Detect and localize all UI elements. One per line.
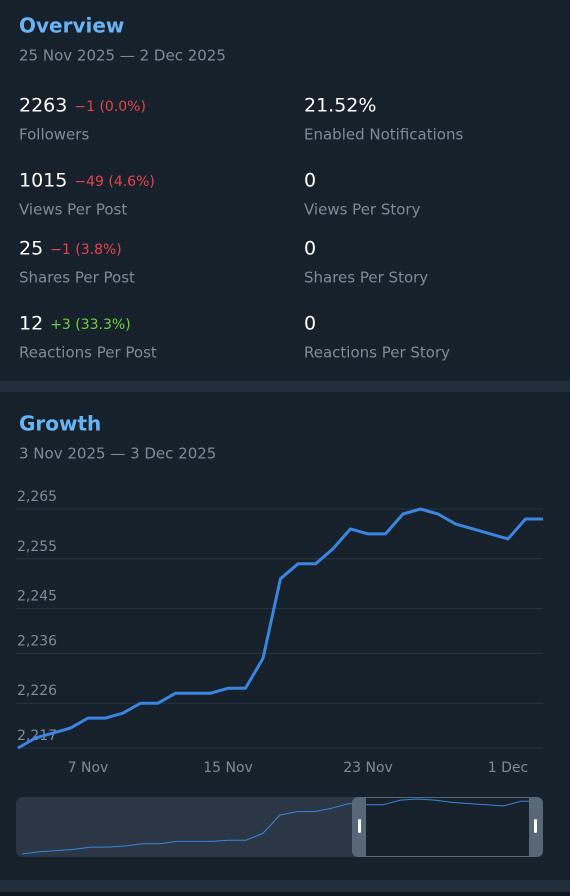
y-tick-label: 2,236 — [17, 633, 57, 649]
y-tick-label: 2,217 — [17, 728, 57, 744]
stat-change: −1 (3.8%) — [50, 242, 122, 258]
stat-value: 1015 — [19, 170, 67, 192]
mini-line — [21, 798, 538, 855]
chart: 2,217 2,226 2,236 2,245 2,255 2,265 7 Nov 15 No… — [16, 489, 543, 776]
stat-value: 21.52% — [304, 95, 376, 117]
stat-change: +3 (33.3%) — [50, 317, 131, 333]
overview-date: 25 Nov 2025 — 2 Dec 2025 — [19, 47, 226, 65]
handle-grip — [358, 819, 361, 833]
stat-value: 0 — [304, 170, 316, 192]
line — [17, 507, 543, 750]
handle-grip — [534, 819, 537, 833]
stat-change: −1 (0.0%) — [74, 99, 146, 115]
stat-value: 2263 — [19, 95, 67, 117]
stat-label: Enabled Notifications — [304, 126, 463, 144]
stat-label: Views Per Story — [304, 201, 421, 219]
stats: 2263 −1 (0.0%) Followers 21.52% Enabled Noti… — [19, 95, 463, 362]
x-tick-label: 23 Nov — [343, 760, 393, 776]
stat-value: 0 — [304, 238, 316, 260]
stat-label: Shares Per Story — [304, 269, 428, 287]
navigator-window[interactable] — [366, 798, 529, 856]
chart-subtitle: 3 Nov 2025 — 3 Dec 2025 — [19, 445, 216, 463]
x-tick-label: 1 Dec — [488, 760, 528, 776]
stat-change: −49 (4.6%) — [74, 174, 155, 190]
navigator-chart — [21, 798, 538, 855]
stat-label: Views Per Post — [19, 201, 127, 219]
stat-value: 0 — [304, 313, 316, 335]
x-tick-label: 7 Nov — [68, 760, 109, 776]
stat-label: Reactions Per Story — [304, 344, 450, 362]
chart-title: Growth — [19, 412, 101, 436]
stat-label: Reactions Per Post — [19, 344, 157, 362]
stat-label: Followers — [19, 126, 89, 144]
y-tick-label: 2,255 — [17, 539, 57, 555]
stat-value: 25 — [19, 238, 43, 260]
overview-panel — [0, 0, 570, 381]
overview-title: Overview — [19, 14, 124, 38]
stat-value: 12 — [19, 313, 43, 335]
y-tick-label: 2,265 — [17, 489, 57, 505]
y-tick-label: 2,245 — [17, 589, 57, 605]
stat-label: Shares Per Post — [19, 269, 135, 287]
x-tick-label: 15 Nov — [203, 760, 253, 776]
y-tick-label: 2,226 — [17, 683, 57, 699]
